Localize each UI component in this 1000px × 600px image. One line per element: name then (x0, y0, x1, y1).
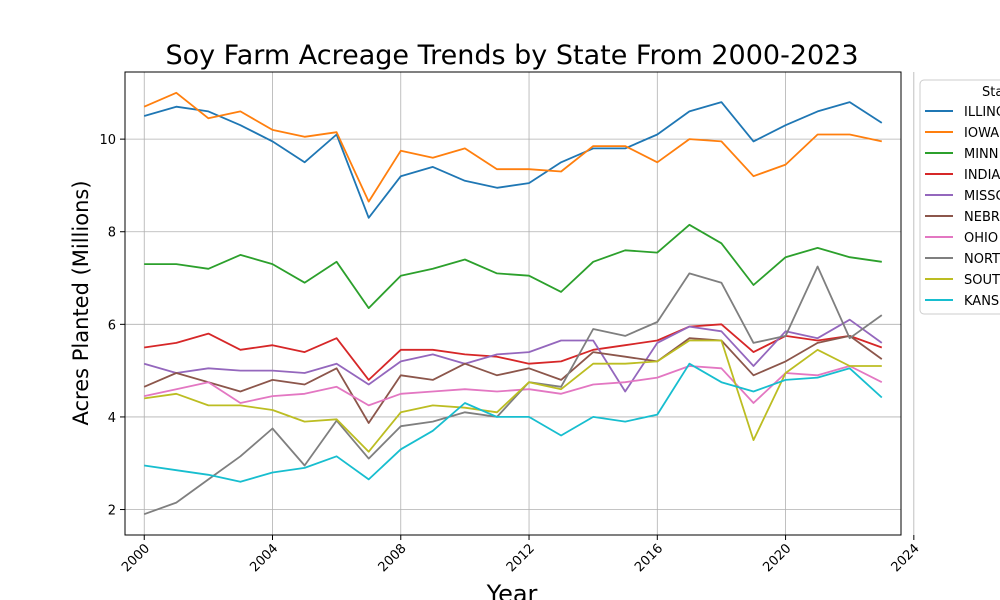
legend-label: INDIA (964, 168, 1000, 183)
y-tick-label: 6 (108, 318, 116, 333)
series-line-illino (143, 101, 883, 219)
legend-label: ILLINO (964, 105, 1000, 120)
y-tick-label: 2 (108, 504, 116, 519)
legend-item: SOUT (925, 273, 1000, 288)
legend-item: INDIA (925, 168, 1000, 183)
legend-label: MINN (964, 147, 999, 162)
legend-label: IOWA (964, 126, 999, 141)
grid-lines (125, 72, 915, 535)
x-tick-label: 2008 (376, 541, 410, 575)
series-line-iowa (143, 91, 882, 203)
x-tick-label: 2004 (247, 541, 281, 575)
legend-label: SOUT (964, 273, 1000, 288)
legend-item: MINN (925, 147, 999, 162)
legend-items: ILLINO IOWA MINN INDIA MISSO NEBR OHIO NORT SOUT… (925, 105, 1000, 309)
series-lines (143, 91, 883, 516)
y-tick-label: 4 (108, 411, 116, 426)
legend-label: MISSO (964, 189, 1000, 204)
legend-item: IOWA (925, 126, 999, 141)
legend-item: NEBR (925, 210, 1000, 225)
x-axis-label: Year (486, 580, 538, 600)
series-line-india (144, 323, 883, 381)
series-line-kans (144, 362, 883, 483)
y-axis-ticks: 2 4 6 8 10 (99, 133, 125, 519)
y-tick-label: 10 (99, 133, 116, 148)
y-tick-label: 8 (108, 226, 116, 241)
chart-title: Soy Farm Acreage Trends by State From 20… (165, 40, 858, 71)
x-axis-ticks: 2000 2004 2008 2012 2016 2020 2024 (119, 535, 923, 575)
legend-box (919, 79, 1000, 315)
series-line-sout (144, 339, 882, 453)
x-tick-label: 2012 (504, 541, 538, 575)
legend-label: OHIO (964, 231, 998, 246)
plot-area-frame (124, 71, 902, 536)
legend-item: MISSO (925, 189, 1000, 204)
x-tick-label: 2024 (889, 541, 923, 575)
series-line-nebr (143, 334, 883, 424)
series-line-ohio (144, 365, 883, 407)
x-tick-label: 2016 (632, 541, 666, 575)
legend-title: Sta (982, 85, 1000, 100)
legend-label: NEBR (964, 210, 1000, 225)
y-axis-label: Acres Planted (Millions) (69, 180, 93, 425)
x-tick-label: 2020 (760, 541, 794, 575)
legend-item: ILLINO (925, 105, 1000, 120)
series-line-misso (143, 318, 883, 393)
legend-item: OHIO (925, 231, 998, 246)
legend-label: NORT (964, 252, 1000, 267)
x-tick-label: 2000 (119, 541, 153, 575)
legend-label: KANS (964, 294, 999, 309)
series-line-nort (143, 265, 883, 516)
legend-item: NORT (925, 252, 1000, 267)
series-line-minn (144, 223, 882, 310)
legend: Sta ILLINO IOWA MINN INDIA MISSO NEBR OHIO NORT… (919, 79, 1000, 315)
legend-item: KANS (925, 294, 999, 309)
